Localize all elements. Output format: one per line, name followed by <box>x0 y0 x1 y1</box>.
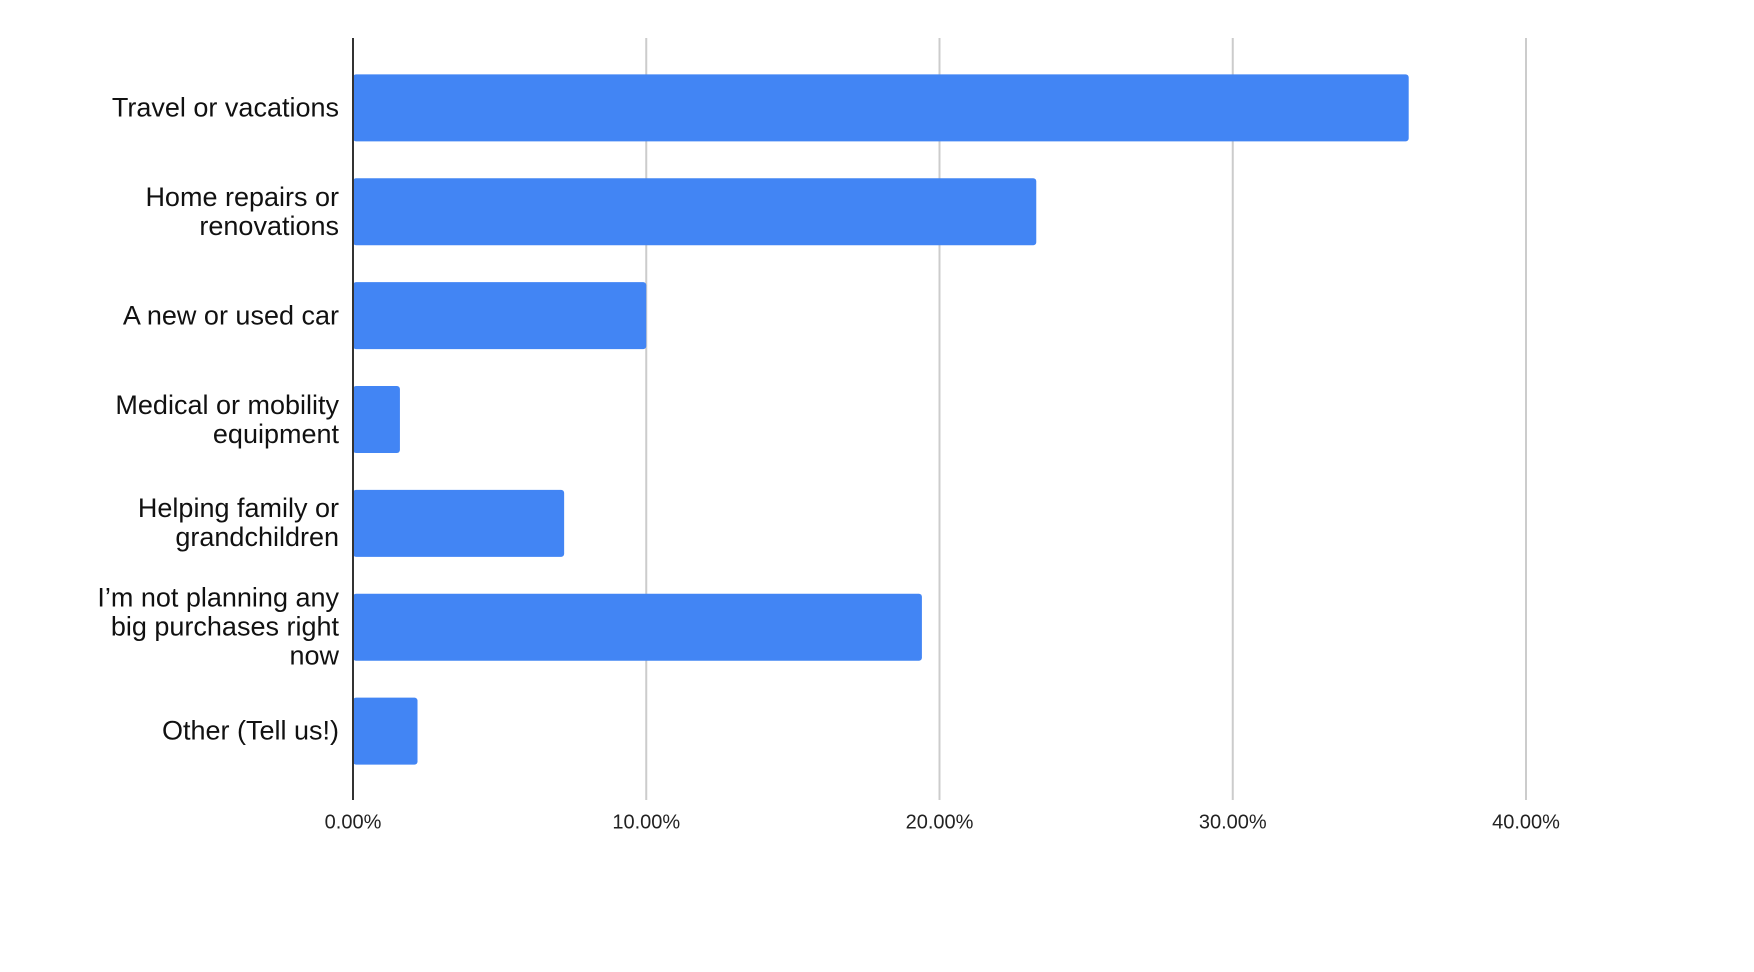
x-tick-label: 20.00% <box>906 811 974 833</box>
bar <box>353 697 418 765</box>
bar <box>353 386 400 453</box>
x-tick-label: 30.00% <box>1199 811 1267 833</box>
y-tick-label: Travel or vacations <box>111 92 339 123</box>
x-tick-label: 40.00% <box>1492 811 1560 833</box>
bar <box>353 593 922 661</box>
bar <box>353 74 1409 142</box>
bar <box>353 282 647 350</box>
y-tick-label: A new or used car <box>122 300 339 331</box>
y-tick-label: Other (Tell us!) <box>161 715 339 746</box>
y-tick-label: Medical or mobility equipment <box>115 389 339 449</box>
y-tick-label: I’m not planning any big purchases right… <box>97 582 339 671</box>
y-tick-label: Home repairs or renovations <box>145 181 339 241</box>
x-tick-label: 0.00% <box>325 811 382 833</box>
bar <box>353 489 565 557</box>
x-tick-label: 10.00% <box>612 811 680 833</box>
bar <box>353 178 1037 246</box>
y-tick-label: Helping family or grandchildren <box>137 493 339 553</box>
